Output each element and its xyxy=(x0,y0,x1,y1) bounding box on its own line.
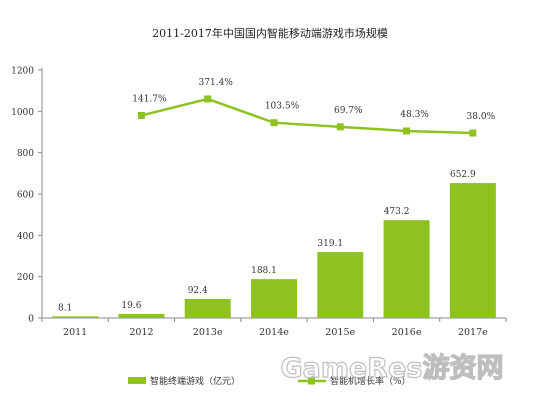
bar xyxy=(251,279,297,318)
bar xyxy=(118,313,165,318)
growth-point xyxy=(336,123,344,131)
bar-value-label: 652.9 xyxy=(450,170,476,180)
bar xyxy=(184,298,231,318)
legend-label-bar: 智能终端游戏（亿元） xyxy=(150,375,240,387)
legend-marker-line xyxy=(308,377,315,385)
bar-value-label: 8.1 xyxy=(58,303,72,313)
y-tick-label: 400 xyxy=(17,232,34,242)
x-tick-label: 2016e xyxy=(392,327,422,338)
y-tick-label: 0 xyxy=(28,315,34,325)
bar-value-label: 92.4 xyxy=(188,286,208,296)
x-tick-label: 2015e xyxy=(325,327,355,338)
growth-point xyxy=(270,119,278,127)
x-tick-label: 2014e xyxy=(259,327,289,338)
y-tick-label: 600 xyxy=(17,191,34,201)
bar-value-label: 473.2 xyxy=(384,207,410,217)
data-labels: 8.1 19.6 92.4 188.1 319.1 473.2 652.9 141.7% 371… xyxy=(58,78,496,313)
bar xyxy=(449,183,496,318)
growth-point xyxy=(204,95,212,103)
growth-label: 103.5% xyxy=(265,102,300,112)
x-tick-label: 2013e xyxy=(193,327,223,338)
bar-series xyxy=(52,183,496,318)
growth-point xyxy=(137,111,145,119)
chart-legend: 智能终端游戏（亿元） 智能机增长率（%） xyxy=(128,375,411,387)
growth-label: 38.0% xyxy=(467,112,496,122)
legend-label-line: 智能机增长率（%） xyxy=(330,375,411,387)
growth-label: 48.3% xyxy=(400,110,429,120)
y-tick-label: 1200 xyxy=(11,67,34,77)
growth-label: 141.7% xyxy=(132,94,167,104)
bar-value-label: 19.6 xyxy=(121,301,141,311)
y-tick-label: 200 xyxy=(17,273,34,283)
bar xyxy=(383,220,430,318)
x-tick-label: 2012 xyxy=(129,327,153,338)
bar-value-label: 188.1 xyxy=(251,266,277,276)
y-tick-label: 800 xyxy=(17,149,34,159)
chart-title: 2011-2017年中国国内智能移动端游戏市场规模 xyxy=(152,26,388,40)
growth-point xyxy=(469,129,477,137)
legend-swatch-bar xyxy=(128,377,146,384)
growth-label: 371.4% xyxy=(199,78,234,88)
bar-value-label: 319.1 xyxy=(317,239,343,249)
growth-label: 69.7% xyxy=(334,106,363,116)
watermark-text: GameRes游资网 xyxy=(280,353,503,384)
y-tick-label: 1000 xyxy=(11,108,34,118)
growth-point xyxy=(403,127,411,135)
x-tick-label: 2011 xyxy=(63,327,87,338)
line-series xyxy=(137,95,477,137)
x-tick-label: 2017e xyxy=(458,327,488,338)
watermark: GameRes游资网 xyxy=(280,352,504,384)
bar xyxy=(317,252,364,318)
growth-line xyxy=(141,97,473,135)
bar xyxy=(52,316,99,318)
